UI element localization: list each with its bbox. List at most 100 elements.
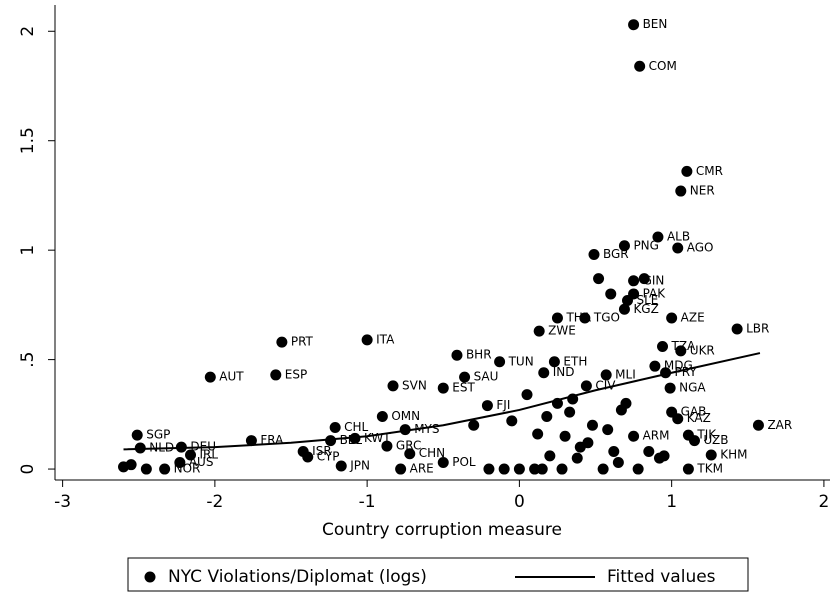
point bbox=[541, 411, 553, 423]
point-label: ISR bbox=[312, 444, 332, 458]
point bbox=[276, 336, 288, 348]
x-tick-label: -1 bbox=[359, 492, 376, 512]
point bbox=[731, 323, 743, 335]
point-label: NOR bbox=[174, 462, 201, 476]
point bbox=[270, 369, 282, 381]
point bbox=[688, 435, 700, 447]
x-tick-label: 2 bbox=[818, 492, 829, 512]
point-label: MYS bbox=[414, 422, 439, 436]
point-label: UZB bbox=[703, 433, 728, 447]
x-tick-label: 0 bbox=[514, 492, 525, 512]
x-tick-label: -2 bbox=[206, 492, 223, 512]
point-label: CHL bbox=[344, 420, 368, 434]
point-label: ZWE bbox=[548, 324, 576, 338]
point bbox=[483, 463, 495, 475]
point bbox=[174, 456, 186, 468]
point-label: GRC bbox=[396, 439, 421, 453]
x-tick-label: 1 bbox=[666, 492, 677, 512]
point bbox=[586, 419, 598, 431]
point bbox=[538, 367, 550, 379]
fit-line bbox=[123, 352, 761, 451]
point bbox=[536, 463, 548, 475]
point bbox=[437, 382, 449, 394]
point-label: SLE bbox=[636, 293, 658, 307]
point-label: NGA bbox=[679, 381, 706, 395]
point bbox=[672, 242, 684, 254]
legend-marker bbox=[144, 571, 156, 583]
point bbox=[600, 369, 612, 381]
point bbox=[302, 451, 314, 463]
point bbox=[652, 231, 664, 243]
point bbox=[399, 424, 411, 436]
point bbox=[643, 446, 655, 458]
point bbox=[395, 463, 407, 475]
point-label: SVN bbox=[402, 378, 427, 392]
point bbox=[529, 463, 541, 475]
point bbox=[349, 432, 361, 444]
point bbox=[544, 450, 556, 462]
point bbox=[752, 419, 764, 431]
point-label: KAZ bbox=[687, 411, 711, 425]
point-label: PRT bbox=[291, 335, 314, 349]
point-label: ALB bbox=[667, 230, 690, 244]
point bbox=[593, 273, 605, 285]
point bbox=[666, 312, 678, 324]
y-tick-label: 1 bbox=[18, 245, 38, 256]
point bbox=[564, 406, 576, 418]
point-label: COM bbox=[649, 59, 677, 73]
point bbox=[361, 334, 373, 346]
point bbox=[681, 165, 693, 177]
point bbox=[682, 463, 694, 475]
point-label: UKR bbox=[690, 343, 715, 357]
point bbox=[664, 382, 676, 394]
point bbox=[376, 411, 388, 423]
point bbox=[618, 303, 630, 315]
point bbox=[506, 415, 518, 427]
point bbox=[140, 463, 152, 475]
point bbox=[204, 371, 216, 383]
point-label: BGR bbox=[603, 247, 629, 261]
point bbox=[185, 449, 197, 461]
point bbox=[620, 397, 632, 409]
point bbox=[628, 430, 640, 442]
y-tick-label: .5 bbox=[18, 351, 38, 367]
point-label: ESP bbox=[285, 367, 307, 381]
point bbox=[638, 273, 650, 285]
legend-label: NYC Violations/Diplomat (logs) bbox=[168, 567, 427, 587]
point-label: KGZ bbox=[633, 302, 658, 316]
point bbox=[559, 430, 571, 442]
point bbox=[628, 275, 640, 287]
y-tick-label: 1.5 bbox=[18, 127, 38, 154]
point bbox=[498, 463, 510, 475]
x-tick-label: -3 bbox=[54, 492, 71, 512]
point bbox=[571, 452, 583, 464]
point-label: PNG bbox=[633, 238, 659, 252]
point-label: SGP bbox=[146, 428, 170, 442]
y-tick-label: 2 bbox=[18, 26, 38, 37]
point bbox=[551, 312, 563, 324]
point bbox=[658, 450, 670, 462]
point-label: ITA bbox=[376, 332, 395, 346]
legend bbox=[127, 557, 749, 592]
point bbox=[597, 463, 609, 475]
point bbox=[325, 435, 337, 447]
point-label: OMN bbox=[391, 409, 420, 423]
point-label: EST bbox=[452, 381, 475, 395]
point bbox=[556, 463, 568, 475]
point bbox=[468, 419, 480, 431]
point bbox=[612, 456, 624, 468]
point bbox=[533, 325, 545, 337]
point-label: BHR bbox=[466, 348, 492, 362]
point bbox=[605, 288, 617, 300]
point-label: POL bbox=[452, 455, 476, 469]
point bbox=[608, 446, 620, 458]
point-label: CHN bbox=[419, 446, 445, 460]
point bbox=[494, 356, 506, 368]
point bbox=[618, 240, 630, 252]
point-label: AUT bbox=[219, 370, 244, 384]
point bbox=[588, 249, 600, 261]
point bbox=[481, 400, 493, 412]
point bbox=[404, 448, 416, 460]
point bbox=[621, 295, 633, 307]
